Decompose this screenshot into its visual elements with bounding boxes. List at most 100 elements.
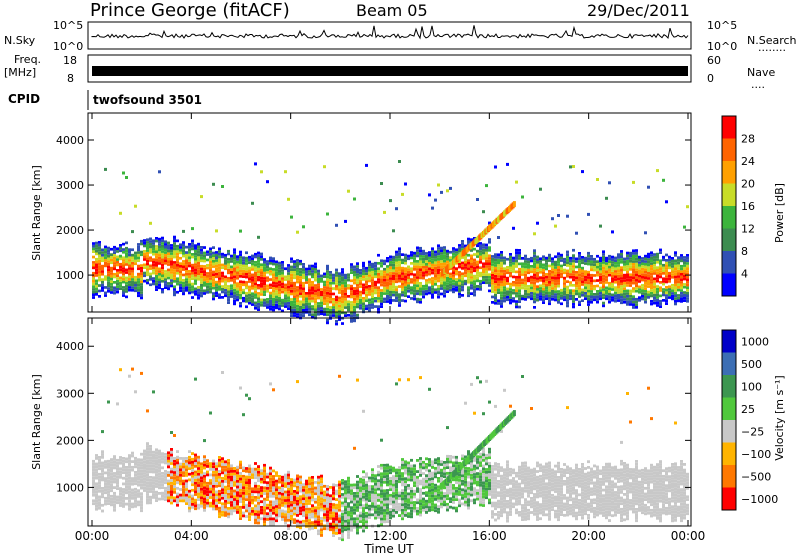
data-cell [320, 486, 323, 489]
data-cell [305, 302, 308, 306]
data-cell [92, 459, 95, 463]
data-cell [488, 259, 491, 263]
data-cell [473, 264, 476, 267]
data-cell [629, 278, 632, 282]
data-cell [317, 504, 320, 507]
data-cell [371, 270, 374, 274]
data-cell [98, 458, 101, 462]
data-cell [131, 280, 134, 284]
data-cell [626, 262, 629, 266]
data-cell [254, 484, 257, 488]
data-cell [215, 280, 218, 284]
data-cell [179, 493, 182, 497]
data-cell [347, 303, 350, 306]
data-cell [314, 270, 317, 274]
data-cell [272, 388, 275, 392]
data-cell [452, 287, 455, 291]
data-cell [110, 480, 113, 484]
data-cell [320, 505, 323, 509]
data-cell [128, 499, 131, 503]
data-cell [212, 182, 215, 186]
data-cell [341, 529, 344, 533]
data-cell [242, 469, 245, 473]
data-cell [95, 249, 98, 253]
data-cell [233, 291, 236, 295]
data-cell [293, 281, 296, 285]
data-cell [674, 286, 677, 290]
data-cell [158, 492, 161, 495]
data-cell [365, 288, 368, 292]
data-cell [476, 287, 479, 291]
data-cell [263, 258, 266, 261]
data-cell [296, 485, 299, 489]
data-cell [368, 266, 371, 269]
data-cell [305, 292, 308, 295]
data-cell [260, 489, 263, 492]
data-cell [266, 495, 269, 499]
data-cell [536, 288, 539, 291]
data-cell [173, 490, 176, 494]
data-cell [95, 499, 98, 503]
data-cell [602, 274, 605, 278]
data-cell [356, 294, 359, 298]
data-cell [368, 274, 371, 277]
data-cell [413, 295, 416, 298]
data-cell [350, 483, 353, 487]
data-cell [485, 243, 488, 247]
data-cell [242, 503, 245, 506]
data-cell [194, 268, 197, 272]
data-cell [572, 259, 575, 263]
data-cell [188, 261, 191, 265]
data-cell [425, 281, 428, 285]
data-cell [221, 263, 224, 267]
data-cell [260, 276, 263, 280]
data-cell [353, 500, 356, 504]
noise-sky-trace [91, 25, 689, 40]
data-cell [395, 264, 398, 267]
data-cell [239, 460, 242, 464]
data-cell [242, 500, 245, 504]
data-cell [182, 468, 185, 472]
data-cell [410, 289, 413, 292]
data-cell [527, 263, 530, 266]
data-cell [191, 477, 194, 481]
data-cell [578, 281, 581, 285]
data-cell [122, 264, 125, 268]
data-cell [146, 445, 149, 448]
data-cell [146, 241, 149, 244]
data-cell [248, 277, 251, 281]
data-cell [323, 291, 326, 295]
data-cell [140, 478, 143, 481]
data-cell [176, 261, 179, 264]
data-cell [683, 283, 686, 286]
data-cell [299, 305, 302, 309]
data-cell [182, 485, 185, 489]
data-cell [551, 292, 554, 296]
data-cell [617, 288, 620, 292]
data-cell [119, 262, 122, 266]
data-cell [674, 289, 677, 292]
data-cell [473, 274, 476, 278]
data-cell [650, 259, 653, 263]
data-cell [629, 284, 632, 287]
data-cell [488, 238, 491, 241]
data-cell [164, 461, 167, 465]
data-cell [218, 293, 221, 297]
data-cell [332, 489, 335, 492]
data-cell [644, 292, 647, 296]
data-cell [290, 281, 293, 285]
data-cell [680, 256, 683, 260]
data-cell [200, 485, 203, 488]
data-cell [329, 528, 332, 532]
data-cell [545, 297, 548, 300]
data-cell [620, 287, 623, 291]
data-cell [440, 287, 443, 290]
data-cell [164, 272, 167, 276]
data-cell [545, 267, 548, 271]
data-cell [326, 272, 329, 276]
data-cell [677, 288, 680, 292]
data-cell [272, 287, 275, 290]
data-cell [428, 253, 431, 257]
data-cell [662, 282, 665, 286]
data-cell [677, 294, 680, 297]
